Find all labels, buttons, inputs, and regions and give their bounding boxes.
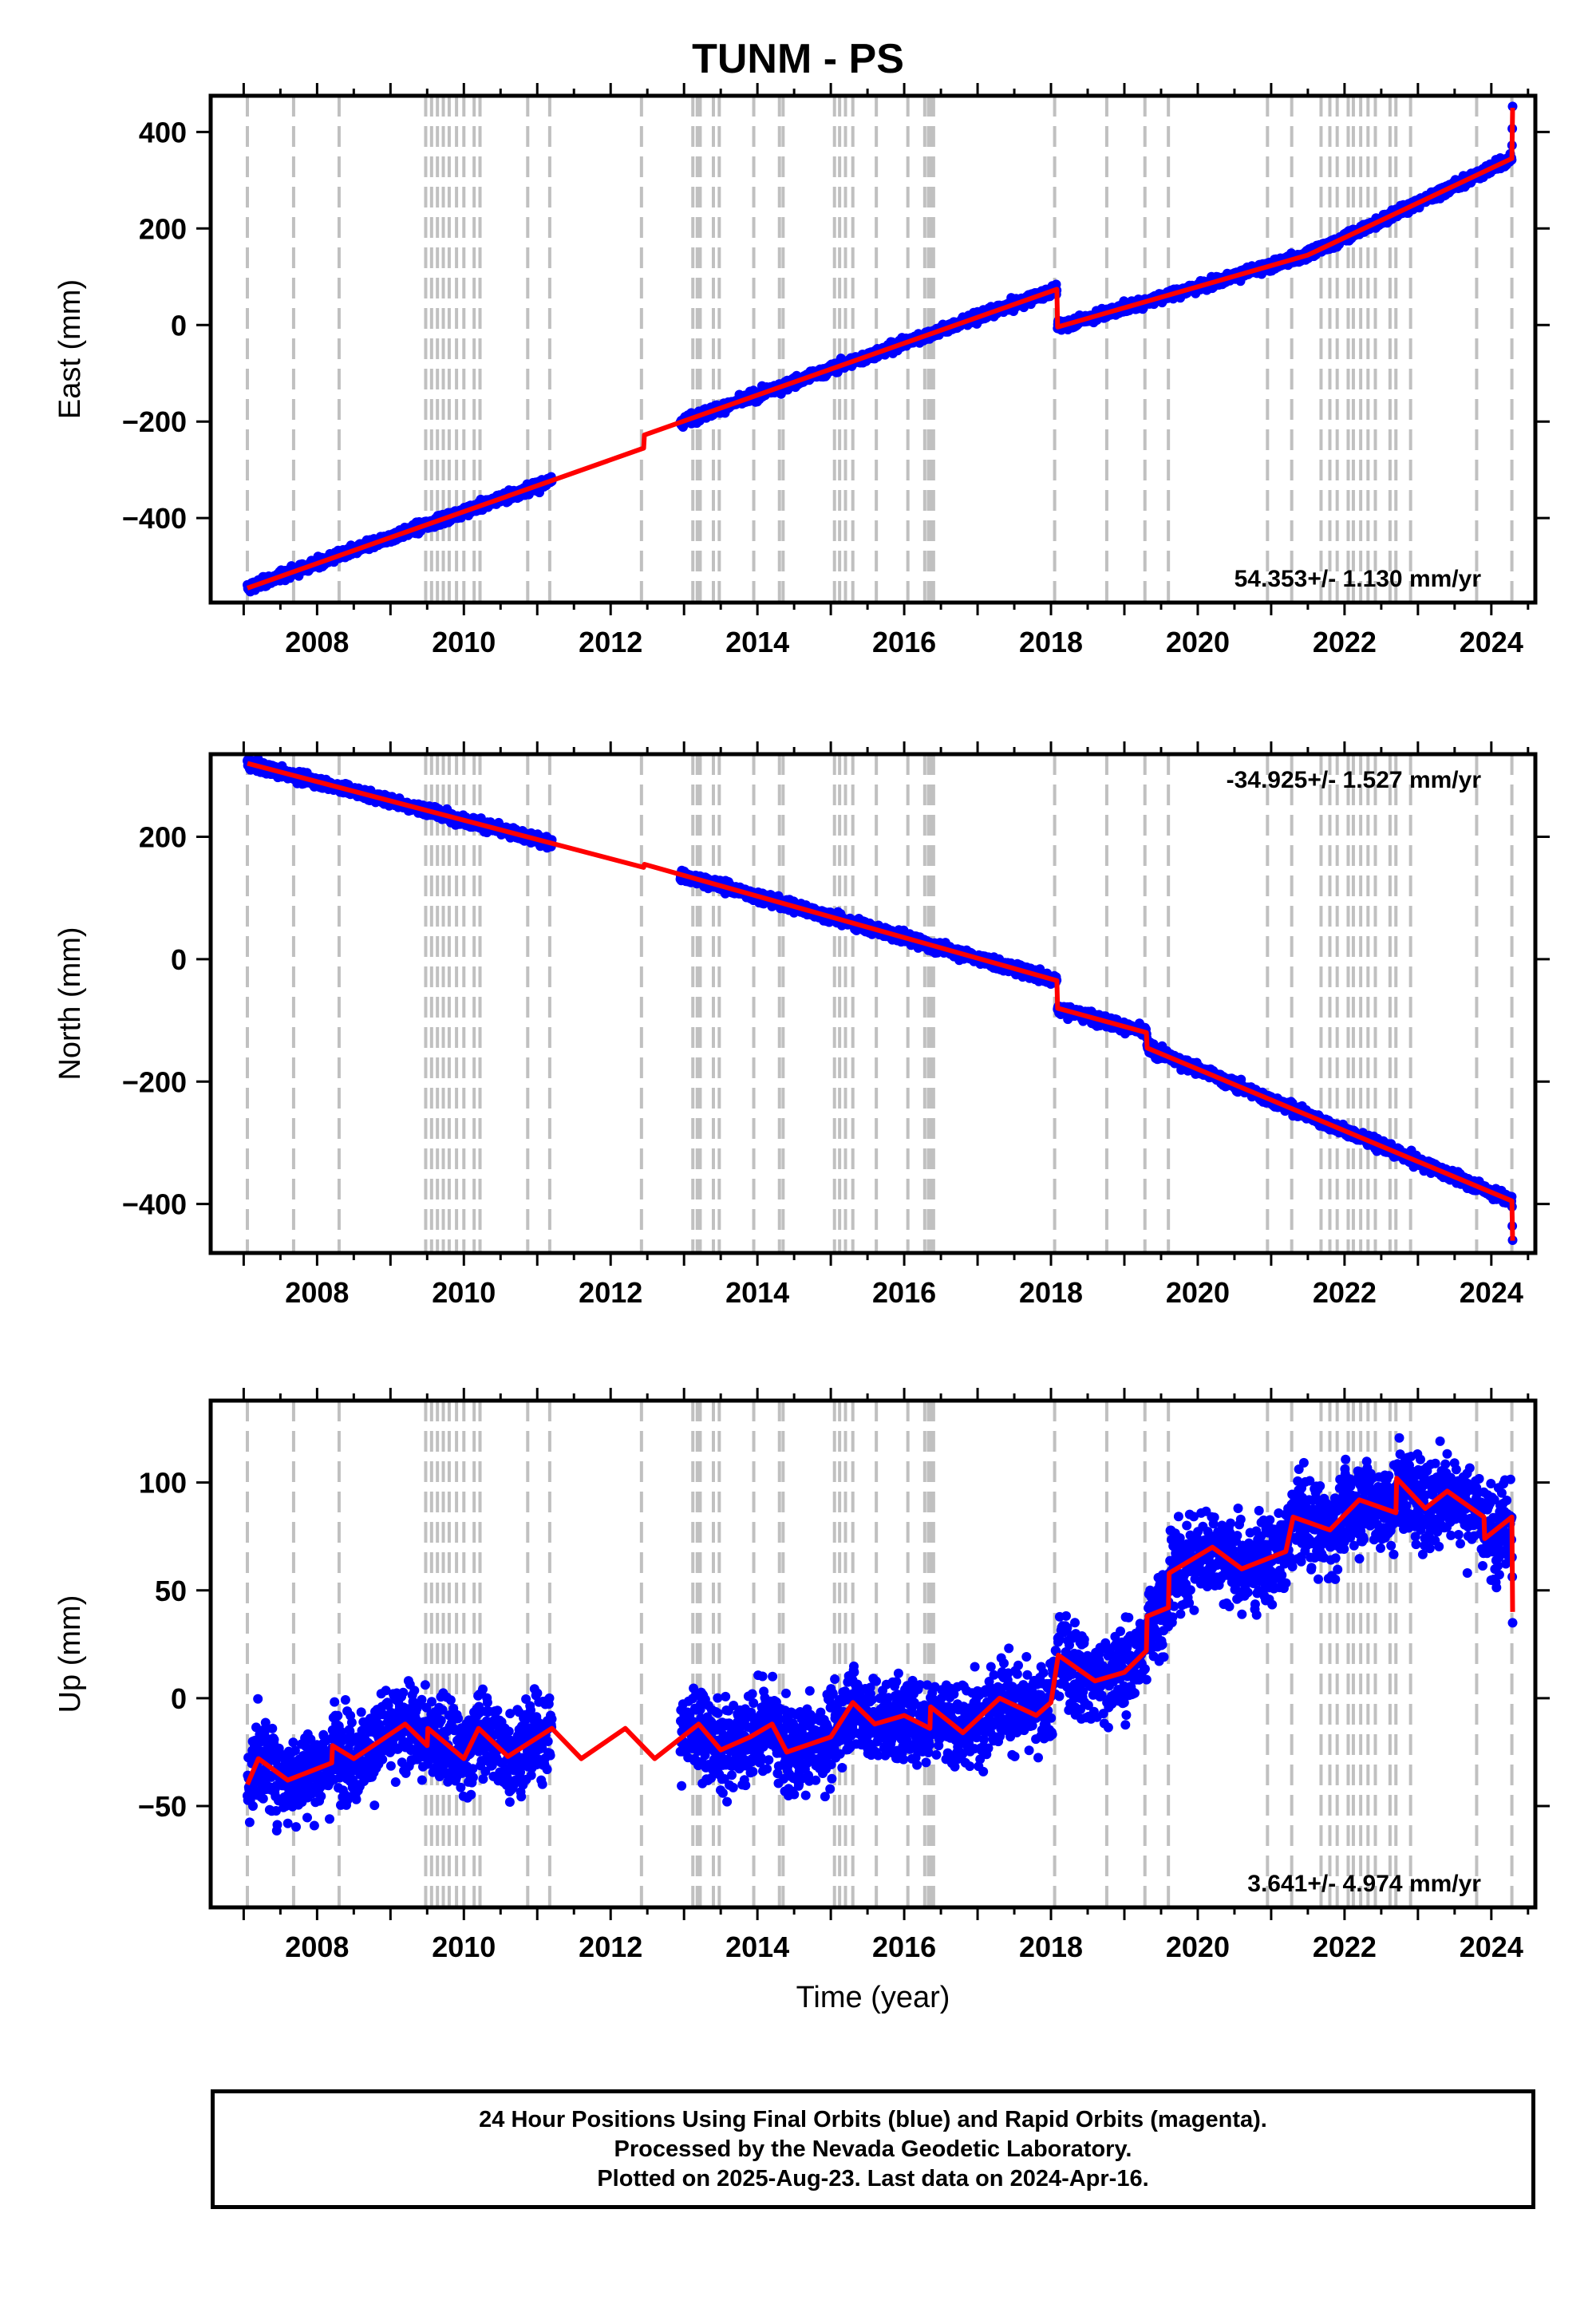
x-tick-label: 2020 — [1166, 626, 1230, 658]
x-tick-label: 2024 — [1460, 626, 1523, 658]
x-ticks — [242, 83, 1530, 615]
y-tick-label: −400 — [122, 502, 187, 535]
data-points — [243, 754, 1518, 1245]
east-panel: 2008 2010 2012 2014 2016 2018 2020 2022 2024 −400… — [53, 83, 1550, 658]
model-line — [247, 108, 1515, 591]
y-axis-label: East (mm) — [53, 279, 87, 419]
y-tick-label: 0 — [171, 309, 187, 342]
x-tick-label: 2022 — [1313, 626, 1377, 658]
page-title: TUNM - PS — [692, 36, 904, 82]
y-tick-label: −200 — [122, 405, 187, 438]
x-tick-label: 2014 — [725, 626, 789, 658]
y-ticks — [196, 130, 1550, 520]
north-panel: 2008 2010 2012 2014 2016 2018 2020 2022 2024−400… — [53, 741, 1550, 1309]
x-tick-label: 2018 — [1019, 626, 1083, 658]
x-tick-label: 2012 — [579, 626, 642, 658]
x-tick-label: 2010 — [432, 626, 496, 658]
y-tick-label: 200 — [139, 212, 187, 245]
x-tick-label: 2016 — [872, 626, 936, 658]
x-tick-label: 2008 — [285, 626, 349, 658]
step-lines — [245, 754, 1514, 1253]
y-tick-label: 400 — [139, 116, 187, 148]
plot-frame — [208, 93, 1538, 605]
rate-label: 54.353+/- 1.130 mm/yr — [1235, 566, 1482, 592]
